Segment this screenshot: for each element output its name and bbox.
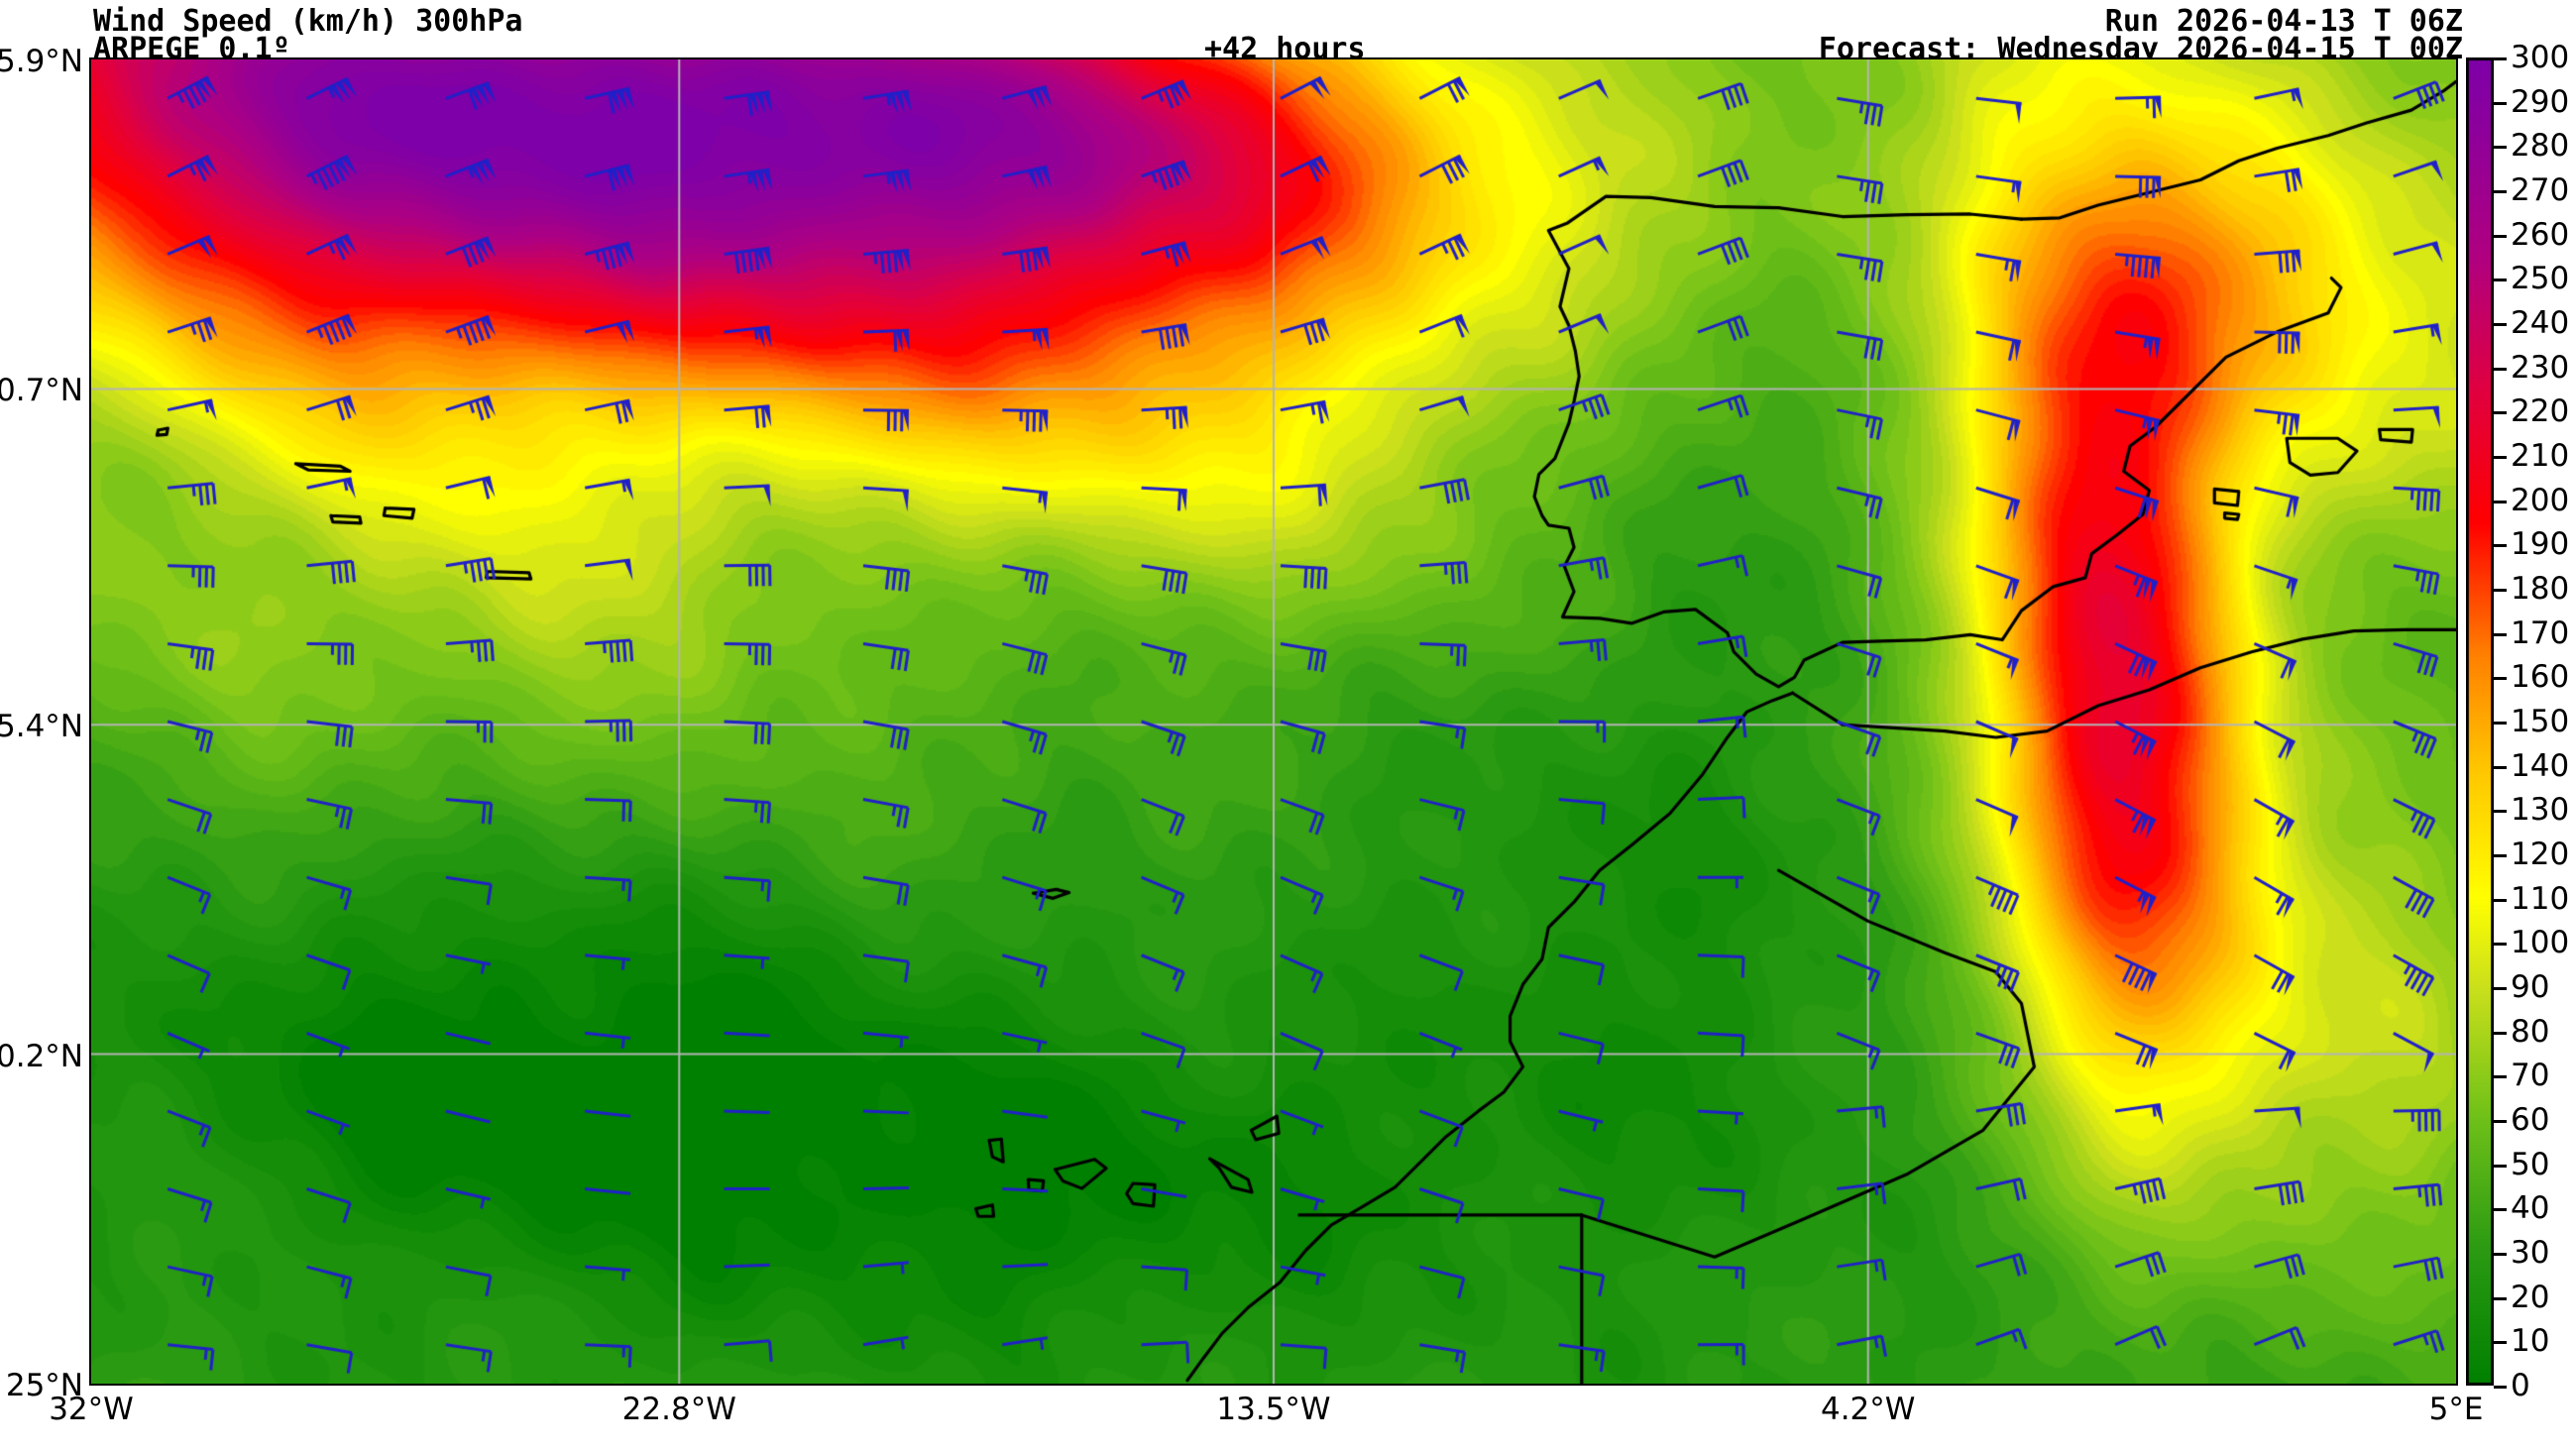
colorbar-tick-label: 60 [2511, 1102, 2550, 1138]
colorbar-tick-label: 230 [2511, 349, 2570, 386]
colorbar-tick-label: 110 [2511, 880, 2570, 917]
colorbar-tick-mark [2494, 190, 2507, 193]
weather-map-plot[interactable] [89, 57, 2458, 1386]
colorbar-tick-label: 260 [2511, 216, 2570, 253]
page-title: Wind Speed (km/h) 300hPa [93, 4, 523, 39]
colorbar-tick-label: 20 [2511, 1279, 2550, 1315]
colorbar-tick-mark [2494, 234, 2507, 238]
x-tick-label: 4.2°W [1820, 1392, 1916, 1427]
x-tick-label: 22.8°W [621, 1392, 736, 1427]
colorbar-tick-label: 10 [2511, 1323, 2550, 1360]
colorbar-tick-mark [2494, 456, 2507, 459]
colorbar-tick-mark [2494, 1341, 2507, 1345]
colorbar-tick-label: 90 [2511, 969, 2550, 1005]
colorbar-tick-mark [2494, 1120, 2507, 1123]
y-tick-label: 40.7°N [0, 373, 83, 409]
colorbar-tick-mark [2494, 1386, 2507, 1389]
y-tick-label: 25°N [5, 1368, 83, 1403]
colorbar-tick-label: 120 [2511, 837, 2570, 872]
colorbar-tick-label: 70 [2511, 1058, 2550, 1094]
colorbar-tick-mark [2494, 1253, 2507, 1256]
colorbar-tick-label: 100 [2511, 925, 2570, 961]
colorbar-tick-label: 160 [2511, 659, 2570, 696]
colorbar-tick-label: 280 [2511, 128, 2570, 165]
colorbar-tick-mark [2494, 1075, 2507, 1079]
colorbar-tick-mark [2494, 500, 2507, 503]
colorbar-tick-mark [2494, 943, 2507, 947]
colorbar-tick-mark [2494, 367, 2507, 371]
x-tick-label: 13.5°W [1216, 1392, 1331, 1427]
colorbar-tick-mark [2494, 57, 2507, 60]
colorbar-tick-mark [2494, 101, 2507, 105]
colorbar-tick-mark [2494, 810, 2507, 814]
colorbar-tick-mark [2494, 1208, 2507, 1212]
colorbar-gradient [2466, 57, 2494, 1386]
y-tick-label: 45.9°N [0, 44, 83, 79]
colorbar-tick-mark [2494, 146, 2507, 150]
colorbar-ticks: 0 10 20 30 40 50 60 70 80 90 100 110 120 130 140 150 160… [2466, 40, 2575, 1403]
colorbar: 0 10 20 30 40 50 60 70 80 90 100 110 120 130 140 150 160… [2466, 40, 2569, 1403]
colorbar-tick-label: 300 [2511, 40, 2570, 75]
run-time-label: Run 2026-04-13 T 06Z [2104, 4, 2463, 39]
colorbar-tick-mark [2494, 323, 2507, 326]
colorbar-tick-mark [2494, 1164, 2507, 1168]
colorbar-tick-label: 130 [2511, 792, 2570, 829]
x-tick-label: 5°E [2428, 1392, 2484, 1427]
colorbar-tick-mark [2494, 544, 2507, 548]
colorbar-tick-label: 220 [2511, 393, 2570, 430]
colorbar-tick-label: 180 [2511, 571, 2570, 607]
colorbar-tick-mark [2494, 1031, 2507, 1035]
colorbar-tick-label: 250 [2511, 261, 2570, 297]
colorbar-tick-label: 50 [2511, 1146, 2550, 1182]
colorbar-tick-mark [2494, 677, 2507, 681]
colorbar-tick-mark [2494, 898, 2507, 902]
colorbar-tick-label: 150 [2511, 704, 2570, 739]
colorbar-tick-label: 240 [2511, 305, 2570, 341]
colorbar-tick-label: 30 [2511, 1235, 2550, 1271]
colorbar-tick-label: 290 [2511, 83, 2570, 120]
colorbar-tick-mark [2494, 411, 2507, 415]
colorbar-tick-label: 200 [2511, 482, 2570, 518]
y-tick-label: 35.4°N [0, 709, 83, 745]
x-tick-label: 32°W [49, 1392, 134, 1427]
colorbar-tick-mark [2494, 279, 2507, 282]
colorbar-tick-mark [2494, 589, 2507, 592]
colorbar-tick-mark [2494, 722, 2507, 725]
colorbar-tick-label: 210 [2511, 438, 2570, 474]
colorbar-tick-label: 140 [2511, 747, 2570, 784]
y-tick-label: 30.2°N [0, 1038, 83, 1074]
colorbar-tick-label: 270 [2511, 172, 2570, 208]
colorbar-tick-mark [2494, 765, 2507, 769]
colorbar-tick-label: 190 [2511, 526, 2570, 563]
map-overlay-coastlines-gridlines-barbs [91, 59, 2456, 1384]
colorbar-tick-label: 80 [2511, 1013, 2550, 1050]
colorbar-tick-label: 40 [2511, 1190, 2550, 1227]
colorbar-tick-mark [2494, 1296, 2507, 1300]
colorbar-tick-label: 170 [2511, 614, 2570, 651]
colorbar-tick-mark [2494, 854, 2507, 857]
colorbar-tick-label: 0 [2511, 1368, 2530, 1403]
map-header: Wind Speed (km/h) 300hPa ARPEGE 0.1º +42… [0, 0, 2576, 66]
colorbar-tick-mark [2494, 987, 2507, 990]
colorbar-tick-mark [2494, 632, 2507, 636]
